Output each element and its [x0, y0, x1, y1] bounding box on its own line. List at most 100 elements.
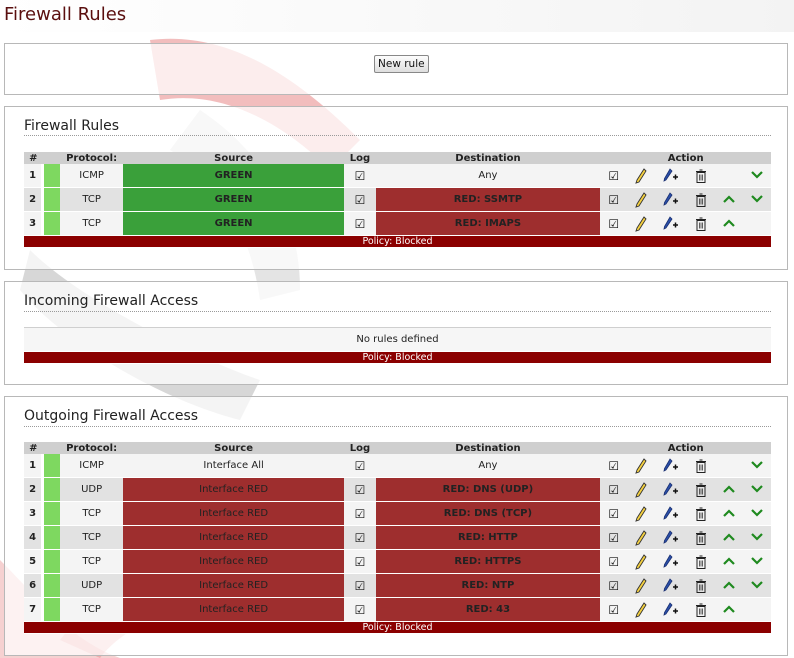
rule-log-cell: ☑: [344, 211, 376, 236]
chevron-up-icon[interactable]: [723, 533, 736, 541]
copy-rule-icon[interactable]: [663, 553, 679, 570]
table-row: 6 UDP Interface RED ☑ RED: NTP ☑: [24, 573, 771, 598]
rule-log-cell: ☑: [344, 164, 376, 188]
rule-down-cell: [743, 454, 771, 478]
section-divider: [24, 311, 771, 312]
policy-row: Policy: Blocked: [24, 351, 771, 364]
checkbox-checked-icon[interactable]: ☑: [354, 530, 366, 545]
pencil-edit-icon[interactable]: [635, 505, 647, 522]
checkbox-checked-icon[interactable]: ☑: [354, 506, 366, 521]
rule-up-cell: [714, 597, 744, 622]
chevron-down-icon[interactable]: [751, 533, 764, 541]
pencil-edit-icon[interactable]: [635, 577, 647, 594]
chevron-up-icon[interactable]: [723, 195, 736, 203]
checkbox-checked-icon[interactable]: ☑: [354, 578, 366, 593]
checkbox-checked-icon[interactable]: ☑: [608, 554, 620, 569]
col-header-log: Log: [344, 152, 376, 164]
trash-icon[interactable]: [695, 579, 707, 593]
chevron-down-icon[interactable]: [751, 509, 764, 517]
rule-protocol: UDP: [60, 477, 123, 502]
rule-protocol: TCP: [60, 187, 123, 212]
pencil-edit-icon[interactable]: [635, 457, 647, 474]
checkbox-checked-icon[interactable]: ☑: [608, 602, 620, 617]
pencil-edit-icon[interactable]: [635, 191, 647, 208]
rule-remove-cell: [687, 187, 715, 212]
trash-icon[interactable]: [695, 169, 707, 183]
copy-rule-icon[interactable]: [663, 167, 679, 184]
rule-source: Interface All: [122, 454, 345, 478]
chevron-down-icon[interactable]: [751, 171, 764, 179]
checkbox-checked-icon[interactable]: ☑: [354, 482, 366, 497]
trash-icon[interactable]: [695, 531, 707, 545]
rule-remove-cell: [687, 525, 715, 550]
rule-enabled-cell: ☑: [600, 501, 628, 526]
rule-source: GREEN: [122, 187, 345, 212]
rule-down-cell: [743, 164, 771, 188]
rule-copy-cell: [654, 549, 688, 574]
checkbox-checked-icon[interactable]: ☑: [608, 216, 620, 231]
pencil-edit-icon[interactable]: [635, 167, 647, 184]
rule-remove-cell: [687, 454, 715, 478]
page-title: Firewall Rules: [4, 4, 127, 25]
rule-protocol: ICMP: [60, 454, 123, 478]
checkbox-checked-icon[interactable]: ☑: [354, 602, 366, 617]
checkbox-checked-icon[interactable]: ☑: [354, 216, 366, 231]
checkbox-checked-icon[interactable]: ☑: [608, 192, 620, 207]
checkbox-checked-icon[interactable]: ☑: [354, 168, 366, 183]
rule-protocol: ICMP: [60, 164, 123, 188]
rule-destination: RED: HTTPS: [375, 549, 601, 574]
chevron-up-icon[interactable]: [723, 219, 736, 227]
checkbox-checked-icon[interactable]: ☑: [354, 458, 366, 473]
chevron-up-icon[interactable]: [723, 509, 736, 517]
chevron-up-icon[interactable]: [723, 557, 736, 565]
rule-up-cell: [714, 477, 744, 502]
chevron-down-icon[interactable]: [751, 461, 764, 469]
checkbox-checked-icon[interactable]: ☑: [608, 578, 620, 593]
rule-status-bar: [41, 454, 61, 478]
rule-destination: RED: HTTP: [375, 525, 601, 550]
checkbox-checked-icon[interactable]: ☑: [608, 530, 620, 545]
copy-rule-icon[interactable]: [663, 481, 679, 498]
pencil-edit-icon[interactable]: [635, 601, 647, 618]
trash-icon[interactable]: [695, 603, 707, 617]
trash-icon[interactable]: [695, 459, 707, 473]
rule-status-bar: [41, 501, 61, 526]
trash-icon[interactable]: [695, 483, 707, 497]
new-rule-button[interactable]: New rule: [374, 55, 429, 73]
copy-rule-icon[interactable]: [663, 191, 679, 208]
rule-source: GREEN: [122, 164, 345, 188]
copy-rule-icon[interactable]: [663, 215, 679, 232]
trash-icon[interactable]: [695, 193, 707, 207]
copy-rule-icon[interactable]: [663, 457, 679, 474]
checkbox-checked-icon[interactable]: ☑: [354, 554, 366, 569]
copy-rule-icon[interactable]: [663, 505, 679, 522]
copy-rule-icon[interactable]: [663, 601, 679, 618]
chevron-down-icon[interactable]: [751, 485, 764, 493]
rule-copy-cell: [654, 573, 688, 598]
pencil-edit-icon[interactable]: [635, 215, 647, 232]
checkbox-checked-icon[interactable]: ☑: [608, 168, 620, 183]
chevron-up-icon[interactable]: [723, 581, 736, 589]
pencil-edit-icon[interactable]: [635, 481, 647, 498]
trash-icon[interactable]: [695, 217, 707, 231]
copy-rule-icon[interactable]: [663, 577, 679, 594]
chevron-down-icon[interactable]: [751, 195, 764, 203]
rule-down-cell: [743, 211, 771, 236]
checkbox-checked-icon[interactable]: ☑: [354, 192, 366, 207]
section-divider: [24, 135, 771, 136]
checkbox-checked-icon[interactable]: ☑: [608, 506, 620, 521]
pencil-edit-icon[interactable]: [635, 553, 647, 570]
rule-log-cell: ☑: [344, 549, 376, 574]
rule-enabled-cell: ☑: [600, 164, 628, 188]
pencil-edit-icon[interactable]: [635, 529, 647, 546]
trash-icon[interactable]: [695, 555, 707, 569]
checkbox-checked-icon[interactable]: ☑: [608, 458, 620, 473]
chevron-up-icon[interactable]: [723, 485, 736, 493]
chevron-up-icon[interactable]: [723, 605, 736, 613]
copy-rule-icon[interactable]: [663, 529, 679, 546]
chevron-down-icon[interactable]: [751, 557, 764, 565]
trash-icon[interactable]: [695, 507, 707, 521]
chevron-down-icon[interactable]: [751, 581, 764, 589]
checkbox-checked-icon[interactable]: ☑: [608, 482, 620, 497]
rule-down-cell: [743, 573, 771, 598]
